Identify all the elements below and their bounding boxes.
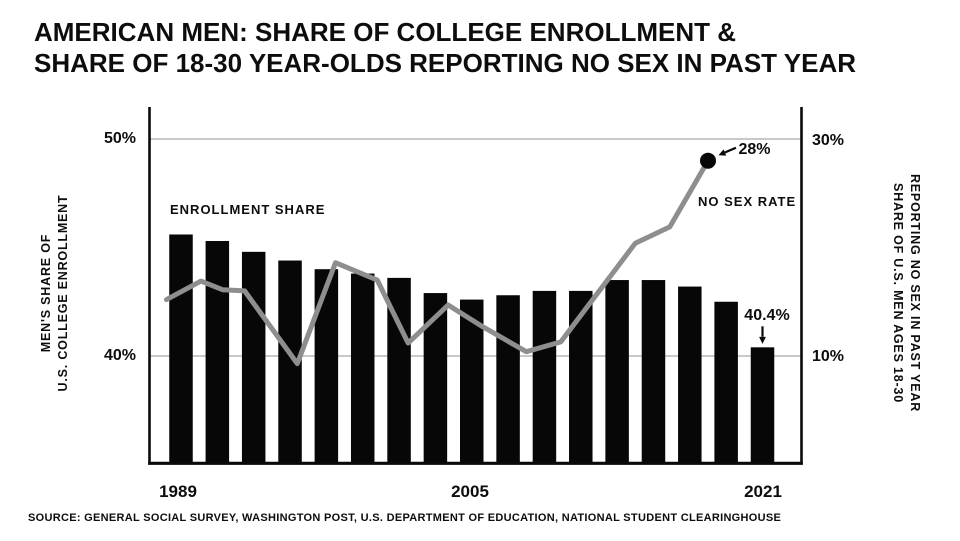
bar-2015 (641, 280, 666, 463)
no-sex-line-layer (164, 152, 716, 367)
bar-2009 (532, 290, 557, 463)
bar-2005 (460, 299, 484, 463)
line-end-dot (700, 152, 716, 169)
left-axis-title-line-2: U.S. COLLEGE ENROLLMENT (56, 194, 70, 392)
chart-title: AMERICAN MEN: SHARE OF COLLEGE ENROLLMEN… (34, 17, 856, 79)
bar-2001 (387, 277, 411, 463)
source-note: SOURCE: GENERAL SOCIAL SURVEY, WASHINGTO… (28, 512, 782, 524)
bar-1999 (350, 273, 375, 463)
bar-1989 (169, 234, 193, 463)
right-axis-tick-30: 30% (812, 132, 845, 149)
bar-2003 (423, 293, 448, 463)
axis-lines (148, 107, 803, 465)
bar-2007 (496, 295, 520, 463)
right-axis-tick-10: 10% (812, 348, 845, 365)
final-line-value-label: 28% (738, 140, 771, 158)
bar-2021 (750, 347, 775, 463)
bar-1997 (314, 269, 339, 463)
left-axis-title-line-1: MEN'S SHARE OF (39, 233, 53, 353)
x-axis-tick-2021: 2021 (744, 482, 782, 501)
enrollment-bars (169, 234, 775, 463)
bar-2017 (678, 286, 702, 463)
no-sex-rate-line (164, 158, 711, 367)
final-bar-value-label: 40.4% (744, 306, 790, 324)
right-axis-title-line-1: SHARE OF U.S. MEN AGES 18-30 (891, 183, 905, 403)
bar-1991 (205, 240, 230, 463)
x-axis-tick-1989: 1989 (159, 482, 197, 501)
bar-2019 (714, 301, 738, 463)
bar-2011 (569, 290, 593, 463)
bar-label-arrow-head (759, 336, 766, 344)
right-axis-title: SHARE OF U.S. MEN AGES 18-30 REPORTING N… (889, 158, 923, 428)
bar-2013 (605, 280, 629, 463)
chart-title-line-2: SHARE OF 18-30 YEAR-OLDS REPORTING NO SE… (34, 48, 857, 78)
line-label-arrow-head (718, 149, 727, 156)
left-axis-title: MEN'S SHARE OF U.S. COLLEGE ENROLLMENT (38, 178, 72, 408)
right-axis-title-line-2: REPORTING NO SEX IN PAST YEAR (908, 173, 922, 413)
no-sex-rate-label: NO SEX RATE (698, 194, 797, 209)
chart-title-line-1: AMERICAN MEN: SHARE OF COLLEGE ENROLLMEN… (34, 17, 736, 47)
enrollment-share-label: ENROLLMENT SHARE (170, 202, 326, 217)
bar-1993 (241, 251, 266, 463)
left-axis-tick-40: 40% (103, 347, 136, 364)
line-label-arrow-shaft (724, 146, 737, 154)
annotation-arrows (718, 146, 766, 344)
left-axis-tick-50: 50% (103, 130, 136, 147)
bar-1995 (278, 260, 302, 463)
x-axis-tick-2005: 2005 (451, 482, 489, 501)
